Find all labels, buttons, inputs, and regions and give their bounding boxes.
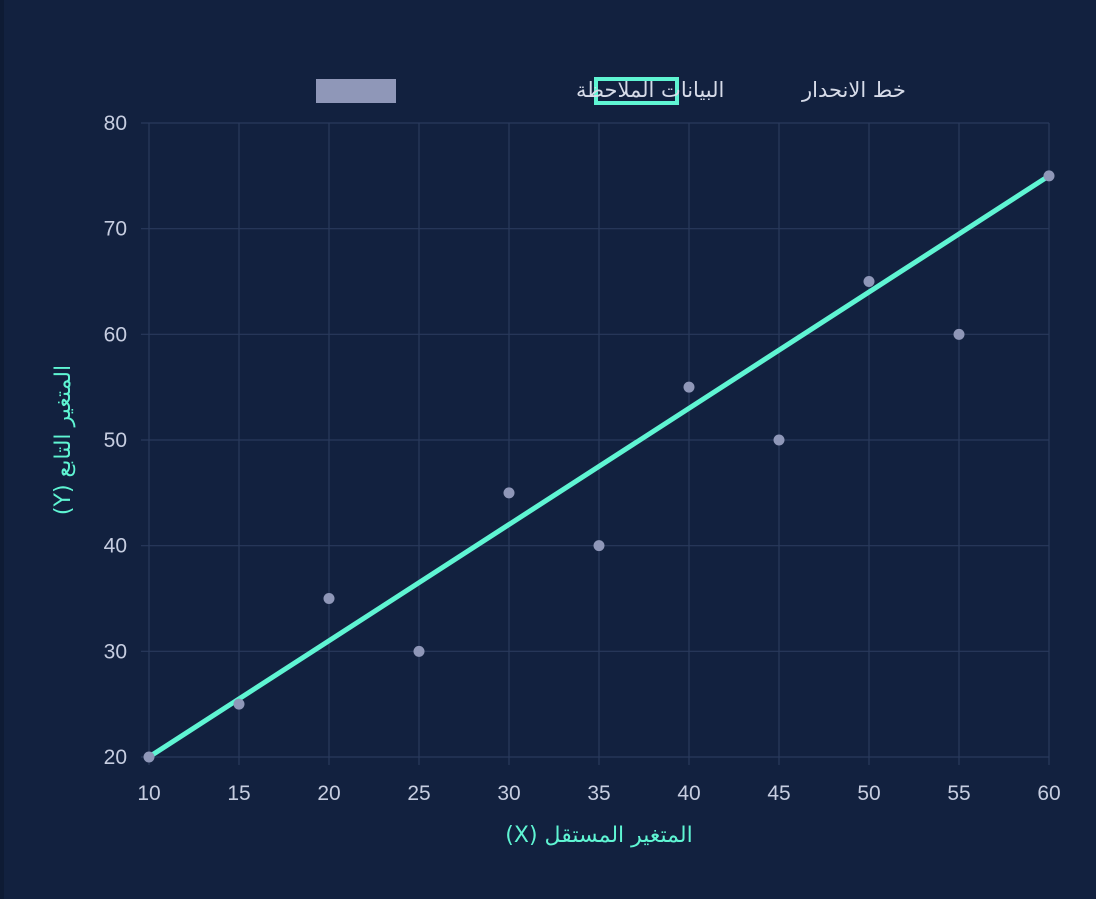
x-tick-label: 35 — [587, 782, 610, 805]
x-tick-label: 25 — [407, 782, 430, 805]
legend: خط الانحدار البيانات الملاحظة — [316, 77, 906, 105]
data-point — [773, 434, 785, 446]
x-tick-label: 20 — [317, 782, 340, 805]
x-tick-label: 30 — [497, 782, 520, 805]
y-tick-label: 30 — [104, 640, 127, 663]
legend-label-regression-line[interactable]: خط الانحدار — [801, 78, 906, 102]
y-axis-title: المتغير التابع (Y) — [51, 365, 76, 515]
regression-chart: 10 15 20 25 30 35 40 45 50 55 60 20 30 40 50 60 70 80 ال… — [51, 77, 1061, 848]
data-point — [323, 593, 335, 604]
regression-line — [146, 173, 1052, 760]
data-point — [233, 698, 245, 710]
x-tick-label: 15 — [227, 782, 250, 805]
grid-lines — [141, 122, 1050, 765]
y-tick-labels: 20 30 40 50 60 70 80 — [104, 112, 127, 769]
data-point — [503, 487, 515, 499]
data-points — [143, 170, 1055, 763]
y-tick-label: 40 — [104, 535, 127, 558]
regression-line-layer — [146, 173, 1052, 760]
data-point — [143, 751, 155, 763]
x-tick-label: 60 — [1037, 782, 1060, 805]
x-tick-label: 45 — [767, 782, 790, 805]
x-tick-label: 55 — [947, 782, 970, 805]
legend-swatch-regression-line[interactable] — [594, 77, 679, 105]
data-point — [413, 645, 425, 657]
y-tick-label: 80 — [104, 112, 127, 135]
x-tick-label: 10 — [137, 782, 160, 805]
data-point — [683, 381, 695, 393]
legend-label-observed-data[interactable]: البيانات الملاحظة — [576, 78, 724, 102]
y-tick-label: 20 — [104, 746, 127, 769]
x-tick-labels: 10 15 20 25 30 35 40 45 50 55 60 — [137, 782, 1060, 805]
data-point — [593, 540, 605, 552]
data-point — [1043, 170, 1055, 182]
y-tick-label: 50 — [104, 429, 127, 452]
y-tick-label: 70 — [104, 218, 127, 241]
x-tick-label: 40 — [677, 782, 700, 805]
x-axis-title: المتغير المستقل (X) — [505, 823, 692, 848]
data-point — [863, 276, 875, 287]
legend-swatch-observed-data[interactable] — [316, 79, 396, 103]
x-tick-label: 50 — [857, 782, 880, 805]
y-tick-label: 60 — [104, 323, 127, 346]
data-point — [953, 328, 965, 340]
